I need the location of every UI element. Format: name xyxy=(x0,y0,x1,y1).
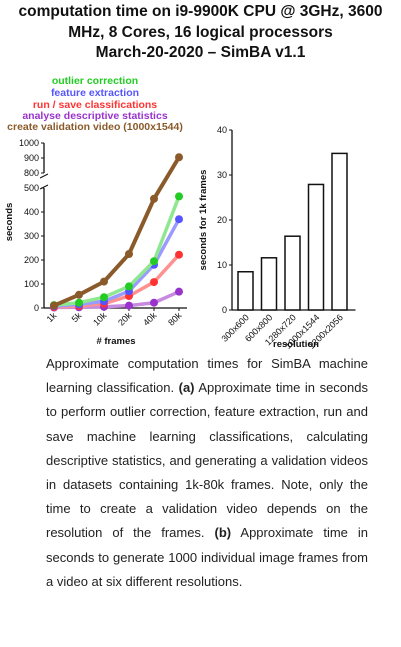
bar-y-tick-label: 20 xyxy=(217,215,227,225)
bar-y-tick-label: 0 xyxy=(222,305,227,315)
bar-y-tick-label: 10 xyxy=(217,260,227,270)
legend-entry-3: analyse descriptive statistics xyxy=(22,110,167,122)
figure-title: computation time on i9-9900K CPU @ 3GHz,… xyxy=(0,2,401,64)
legend-entry-1: feature extraction xyxy=(51,87,139,99)
line-y-tick-label: 100 xyxy=(24,279,39,289)
series-0-point xyxy=(175,153,183,162)
bar-x-axis-label: resolution xyxy=(273,339,319,350)
line-x-axis-label: # frames xyxy=(96,336,135,347)
bar-y-tick-label: 40 xyxy=(217,125,227,135)
line-x-tick-label: 1k xyxy=(45,310,59,324)
series-2-point xyxy=(175,215,183,224)
title-line-1: computation time on i9-9900K CPU @ 3GHz,… xyxy=(18,3,383,20)
bar-y-tick-label: 30 xyxy=(217,170,227,180)
series-line-1 xyxy=(53,195,181,307)
bar-chart: 010203040300x600600x8001280x7201000x1544… xyxy=(198,125,356,351)
title-line-2: MHz, 8 Cores, 16 logical processors xyxy=(68,23,333,41)
line-y-tick-label: 200 xyxy=(24,255,39,265)
line-x-tick-label: 20k xyxy=(116,310,134,328)
line-x-tick-label: 5k xyxy=(70,310,84,324)
series-3-point xyxy=(150,278,158,287)
caption-text-1: Approximate computation times for SimBA … xyxy=(46,356,368,396)
bar-0 xyxy=(237,271,254,311)
series-3-point xyxy=(175,250,183,259)
series-0-point xyxy=(50,301,58,310)
legend-entry-2: run / save classifications xyxy=(33,99,157,111)
line-x-tick-label: 10k xyxy=(91,310,109,328)
title-line-3: March-20-2020 – SimBA v1.1 xyxy=(95,44,306,61)
line-y-tick-label: 400 xyxy=(24,207,39,217)
line-y-tick-label: 0 xyxy=(34,303,39,313)
line-y-tick-label: 800 xyxy=(24,168,39,178)
bar-3 xyxy=(307,183,325,311)
series-line-0 xyxy=(53,156,181,308)
line-y-tick-label: 900 xyxy=(24,153,39,163)
axis-break-mark-upper xyxy=(39,173,49,179)
legend-entry-0: outlier correction xyxy=(52,75,138,87)
legend-entry-4: create validation video (1000x1544) xyxy=(7,121,183,133)
bar-2 xyxy=(284,235,301,311)
series-0-point xyxy=(75,290,83,299)
series-0-point xyxy=(100,277,108,286)
bar-y-axis-label: seconds for 1k frames xyxy=(198,170,209,271)
bar-4 xyxy=(331,152,348,311)
series-1-point xyxy=(150,257,158,266)
series-1-point xyxy=(125,282,133,291)
line-y-tick-label: 1000 xyxy=(19,138,39,148)
line-x-tick-label: 80k xyxy=(166,310,184,328)
line-chart: 0 100 200 300 400 500 800 900 1000 1k 5k 10k 20k 40k 8… xyxy=(4,138,187,347)
series-0-point xyxy=(150,194,158,203)
caption-bold-a: (a) xyxy=(178,380,195,396)
series-4-point xyxy=(125,301,133,310)
caption-text-2: Approximate time in seconds to perform o… xyxy=(46,380,368,541)
line-x-tick-label: 40k xyxy=(141,310,159,328)
series-0-point xyxy=(125,250,133,258)
figure-caption: Approximate computation times for SimBA … xyxy=(46,352,368,594)
line-y-tick-label: 300 xyxy=(24,231,39,241)
series-1-point xyxy=(175,192,183,201)
bar-1 xyxy=(260,257,278,311)
line-y-axis-label: seconds xyxy=(4,203,15,242)
series-4-point xyxy=(150,298,158,307)
caption-bold-b: (b) xyxy=(214,525,232,541)
line-y-tick-label: 500 xyxy=(24,183,39,193)
caption-text-3: Approximate time in seconds to generate … xyxy=(46,525,368,589)
series-1-point xyxy=(75,298,83,307)
series-4-point xyxy=(175,287,183,296)
series-1-point xyxy=(100,293,108,302)
